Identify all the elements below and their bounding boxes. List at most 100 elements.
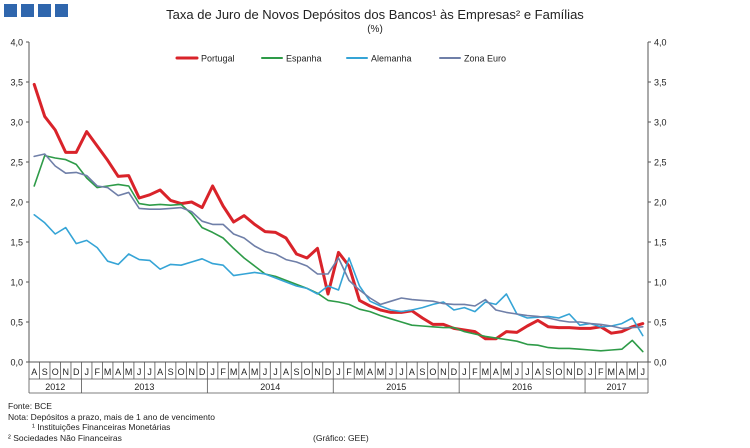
month-label: S	[294, 367, 300, 377]
month-label: M	[356, 367, 364, 377]
logo-square	[38, 4, 51, 17]
y-tick-label-right: 0,0	[654, 358, 667, 368]
month-label: A	[409, 367, 415, 377]
y-tick-label-right: 3,5	[654, 78, 667, 88]
month-label: M	[482, 367, 490, 377]
year-label: 2016	[512, 382, 532, 392]
logo-square	[4, 4, 17, 17]
month-label: J	[525, 367, 530, 377]
year-label: 2017	[607, 382, 627, 392]
month-label: M	[230, 367, 238, 377]
month-label: A	[115, 367, 121, 377]
month-label: S	[42, 367, 48, 377]
month-label: O	[52, 367, 59, 377]
month-label: J	[399, 367, 404, 377]
month-label: D	[73, 367, 80, 377]
logo-square	[55, 4, 68, 17]
y-tick-label-right: 0,5	[654, 318, 667, 328]
series-line-zona-euro	[33, 153, 644, 330]
year-label: 2012	[45, 382, 65, 392]
month-label: A	[367, 367, 373, 377]
maturity-note: Nota: Depósitos a prazo, mais de 1 ano d…	[8, 411, 215, 422]
month-label: D	[451, 367, 458, 377]
y-tick-label-right: 2,0	[654, 198, 667, 208]
y-tick-label-right: 2,5	[654, 158, 667, 168]
month-label: M	[608, 367, 616, 377]
month-label: A	[493, 367, 499, 377]
month-label: F	[598, 367, 604, 377]
month-label: F	[472, 367, 478, 377]
month-label: N	[440, 367, 447, 377]
legend-label: Portugal	[201, 54, 235, 64]
footnote-2: ² Sociedades Não Financeiras	[8, 432, 122, 443]
month-label: N	[566, 367, 573, 377]
month-label: J	[147, 367, 152, 377]
y-tick-label-right: 4,0	[654, 38, 667, 48]
month-label: S	[545, 367, 551, 377]
month-label: N	[188, 367, 195, 377]
month-label: A	[31, 367, 37, 377]
month-label: J	[389, 367, 394, 377]
month-label: J	[462, 367, 467, 377]
month-label: F	[220, 367, 226, 377]
month-label: A	[241, 367, 247, 377]
y-tick-label-right: 1,0	[654, 278, 667, 288]
month-label: J	[210, 367, 215, 377]
month-label: J	[588, 367, 593, 377]
month-label: A	[157, 367, 163, 377]
y-tick-label-left: 4,0	[10, 38, 23, 48]
gee-logo	[4, 4, 68, 17]
month-label: D	[325, 367, 332, 377]
month-label: O	[178, 367, 185, 377]
y-tick-label-left: 2,5	[10, 158, 23, 168]
source-note: Fonte: BCE	[8, 401, 52, 411]
month-label: D	[577, 367, 584, 377]
month-label: M	[503, 367, 511, 377]
footnote-1: ¹ Instituições Financeiras Monetárias	[32, 422, 171, 432]
month-label: D	[199, 367, 206, 377]
month-label: O	[429, 367, 436, 377]
y-tick-label-left: 3,5	[10, 78, 23, 88]
month-label: M	[104, 367, 112, 377]
year-label: 2013	[134, 382, 154, 392]
year-label: 2015	[386, 382, 406, 392]
month-label: J	[84, 367, 89, 377]
legend-label: Alemanha	[371, 54, 412, 64]
month-label: J	[273, 367, 278, 377]
month-label: J	[515, 367, 520, 377]
y-tick-label-left: 1,5	[10, 238, 23, 248]
month-label: N	[62, 367, 69, 377]
month-label: F	[94, 367, 100, 377]
month-label: J	[263, 367, 268, 377]
month-label: O	[304, 367, 311, 377]
month-label: J	[641, 367, 646, 377]
month-label: M	[125, 367, 133, 377]
chart-subtitle: (%)	[367, 24, 383, 35]
series-line-espanha	[33, 154, 644, 353]
y-tick-label-right: 1,5	[654, 238, 667, 248]
month-label: J	[137, 367, 142, 377]
year-label: 2014	[260, 382, 280, 392]
y-tick-label-right: 3,0	[654, 118, 667, 128]
month-label: O	[555, 367, 562, 377]
y-tick-label-left: 3,0	[10, 118, 23, 128]
month-label: A	[535, 367, 541, 377]
chart-credit: (Gráfico: GEE)	[313, 433, 369, 443]
series-line-alemanha	[33, 214, 644, 337]
month-label: N	[314, 367, 321, 377]
legend-label: Espanha	[286, 54, 322, 64]
chart-title: Taxa de Juro de Novos Depósitos dos Banc…	[166, 7, 584, 22]
month-label: A	[283, 367, 289, 377]
notes-block: Fonte: BCE Nota: Depósitos a prazo, mais…	[8, 401, 215, 443]
month-label: M	[251, 367, 259, 377]
y-tick-label-left: 0,5	[10, 318, 23, 328]
month-label: A	[619, 367, 625, 377]
month-label: F	[346, 367, 352, 377]
y-tick-label-left: 0,0	[10, 358, 23, 368]
month-label: S	[419, 367, 425, 377]
line-chart: 0,0 0,0 0,5 0,5 1,0 1,0 1,5 1,5 2,0 2,0 2,5 2,5 3,0 3…	[10, 38, 667, 394]
y-tick-label-left: 1,0	[10, 278, 23, 288]
y-tick-label-left: 2,0	[10, 198, 23, 208]
series-line-portugal	[32, 82, 645, 341]
month-label: S	[168, 367, 174, 377]
